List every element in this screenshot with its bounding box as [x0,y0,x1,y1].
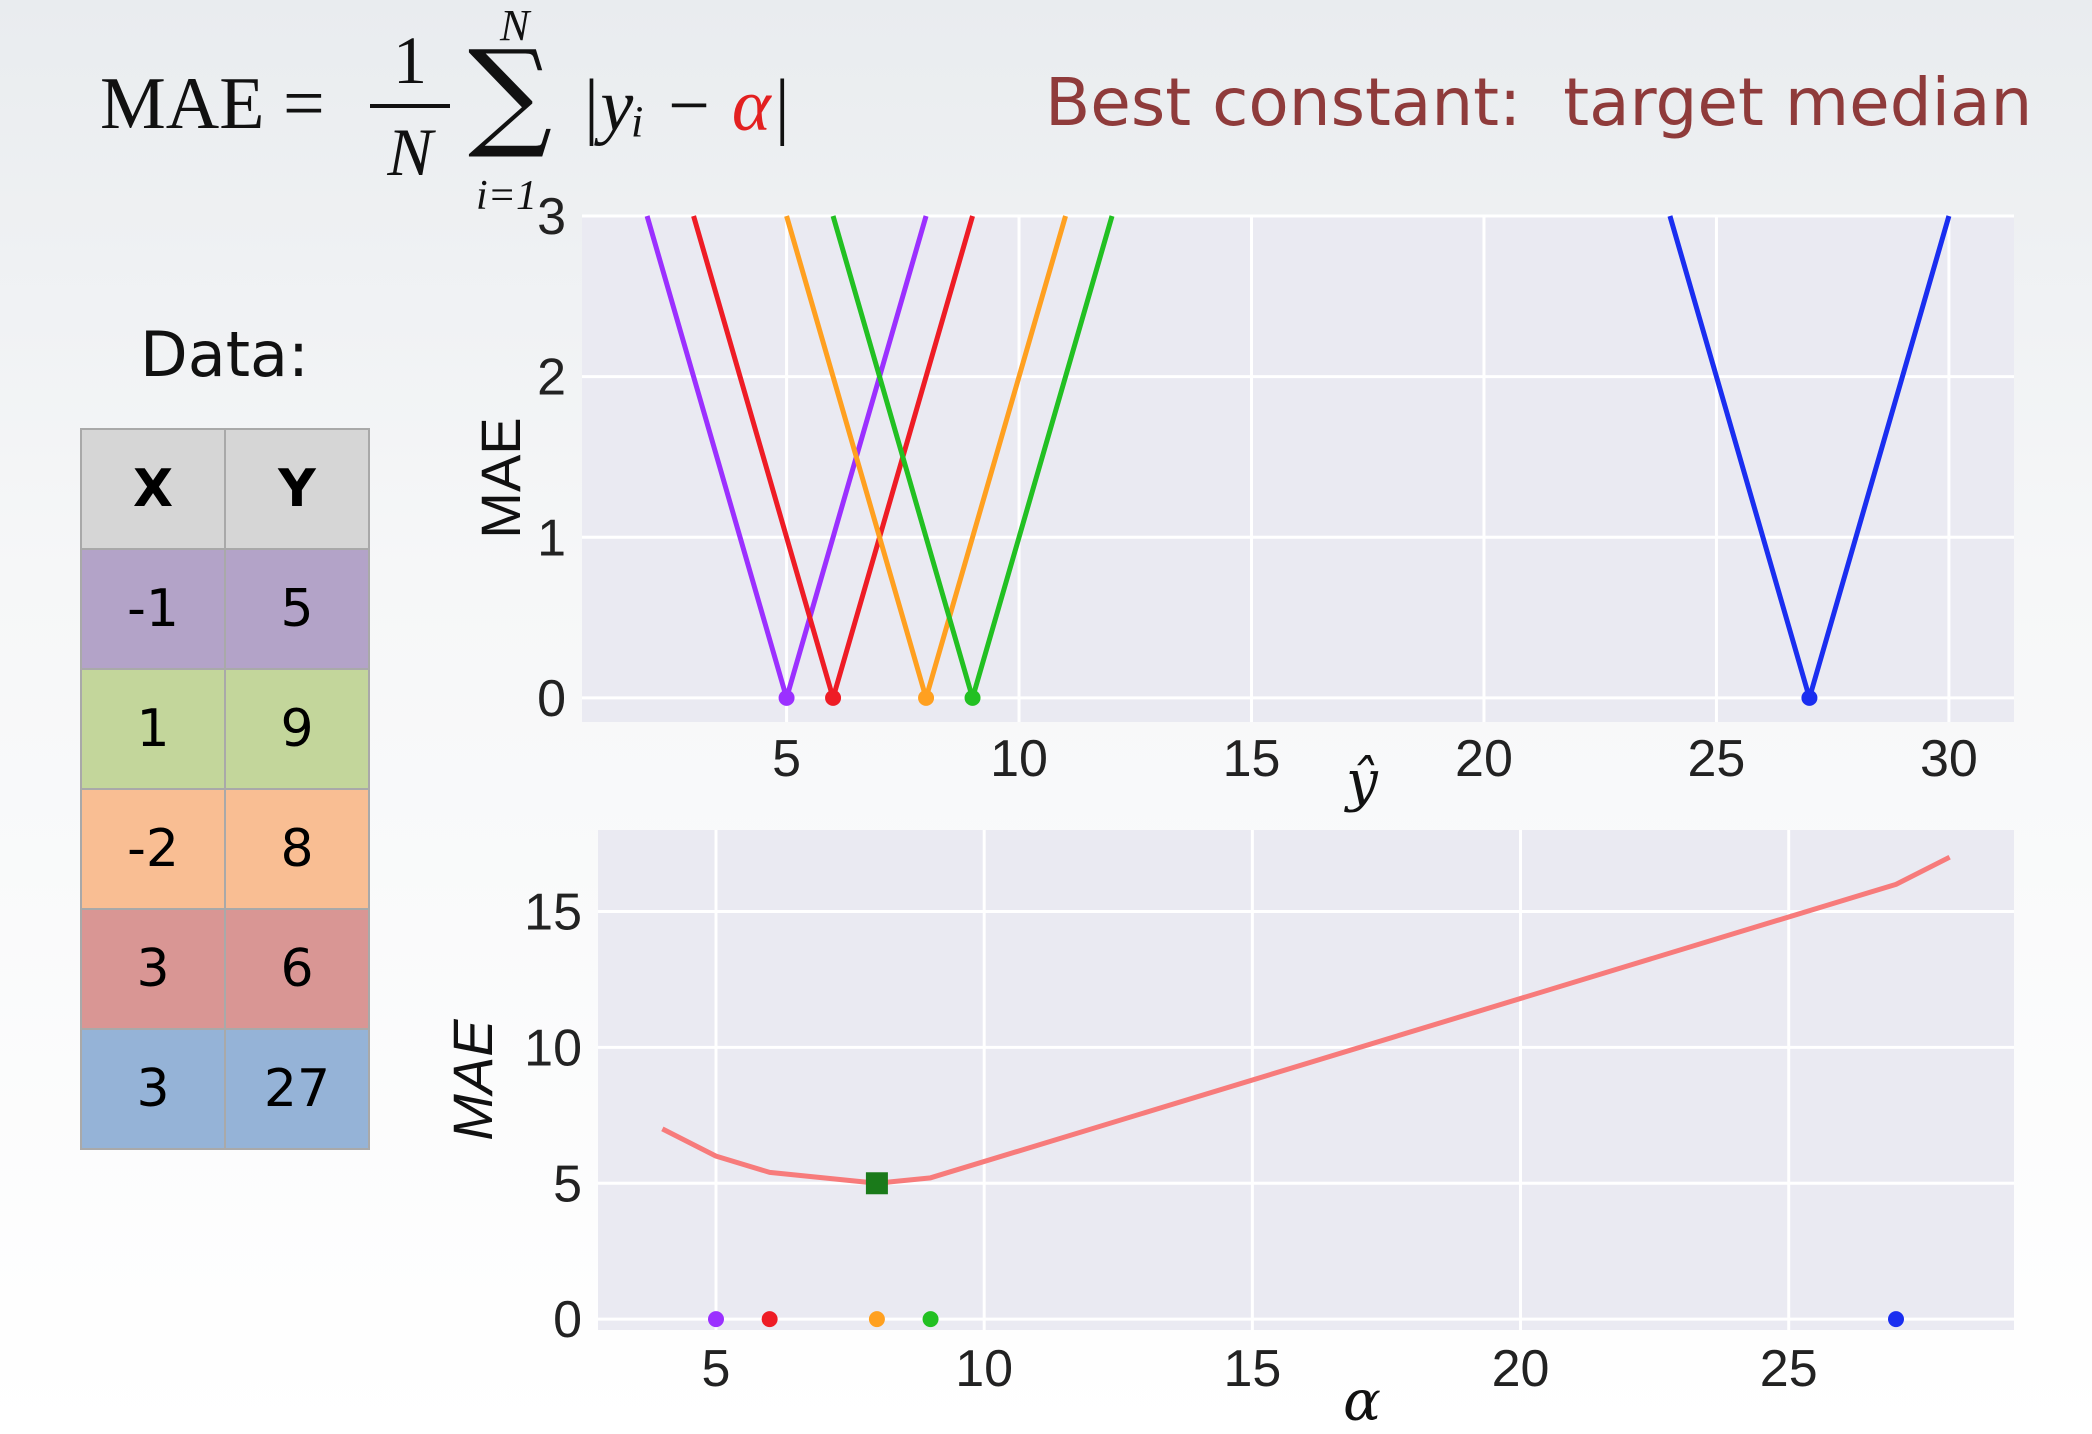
data-point [708,1311,724,1328]
chart-2: 5 10 15 20 25 0 5 10 15 α MAE [441,830,2014,1434]
table-cell-x: 1 [80,668,226,790]
formula-numerator: 1 [393,22,427,98]
sum-symbol: ∑ [468,24,553,162]
plot-area [598,830,2014,1330]
data-point [922,1311,939,1328]
table-cell-x: 3 [80,1028,226,1150]
chart-1: 5 10 15 20 25 30 0 1 2 3 ŷ MAE [469,188,2014,814]
table-cell-y: 8 [224,788,370,910]
table-body: -1 5 1 9 -2 8 3 6 3 27 [80,548,370,1150]
y-tick-label: 5 [553,1155,582,1213]
x-tick-label: 10 [990,730,1048,788]
x-tick-label: 15 [1223,730,1281,788]
series-marker [918,689,935,706]
minimum-marker [865,1172,888,1195]
x-tick-label: 5 [702,1340,731,1398]
x-tick-label: 20 [1455,730,1513,788]
x-tick-label: 30 [1920,730,1978,788]
y-tick-label: 1 [537,509,566,567]
abs-close: | [770,65,792,147]
y-tick-label: 2 [537,349,566,407]
table-row: -2 8 [80,788,370,910]
x-tick-label: 10 [955,1340,1013,1398]
data-table: X Y -1 5 1 9 -2 8 3 6 3 27 [80,428,370,1150]
x-axis-label: α [1343,1369,1381,1434]
plot-area [582,216,2014,722]
table-row: -1 5 [80,548,370,670]
data-point [1888,1311,1904,1328]
x-tick-label: 25 [1760,1340,1818,1398]
table-cell-y: 9 [224,668,370,790]
headline: Best constant: target median [1045,64,2033,141]
formula-lhs: MAE = [100,63,325,145]
table-cell-y: 27 [224,1028,370,1150]
y-tick-label: 0 [553,1291,582,1349]
data-label: Data: [140,318,309,391]
x-axis-label: ŷ [1343,749,1379,814]
y-tick-label: 0 [537,670,566,728]
formula-alpha: α [731,65,771,147]
x-tick-label: 5 [772,730,801,788]
header-x: X [80,428,226,550]
x-tick-label: 15 [1223,1340,1281,1398]
table-cell-x: 3 [80,908,226,1030]
table-row: 3 27 [80,1028,370,1150]
y-tick-label: 15 [524,884,582,942]
series-marker [778,689,795,706]
series-marker [825,689,842,706]
y-tick-label: 3 [537,188,566,246]
y-tick-label: 10 [524,1019,582,1077]
table-cell-x: -2 [80,788,226,910]
x-tick-label: 25 [1688,730,1746,788]
sum-upper-limit: N [500,1,530,50]
table-cell-y: 6 [224,908,370,1030]
y-axis-label: MAE [469,417,532,538]
formula-abs-term: |yᵢ − α| [580,64,791,149]
series-marker [1801,689,1818,706]
mae-formula: MAE = 1 N N ∑ i=1 |yᵢ − α| [100,0,860,230]
fraction-bar [370,104,450,108]
abs-open: |yᵢ − [580,65,732,147]
y-axis-label: MAE [441,1019,504,1141]
table-header-row: X Y [80,428,370,550]
x-tick-label: 20 [1492,1340,1550,1398]
data-point [868,1311,885,1328]
formula-fraction: 1 N [370,20,450,192]
table-cell-y: 5 [224,548,370,670]
header-y: Y [224,428,370,550]
data-point [761,1311,778,1328]
formula-denominator: N [387,114,433,190]
sum-lower-limit: i=1 [476,173,538,219]
series-marker [964,689,981,706]
table-cell-x: -1 [80,548,226,670]
